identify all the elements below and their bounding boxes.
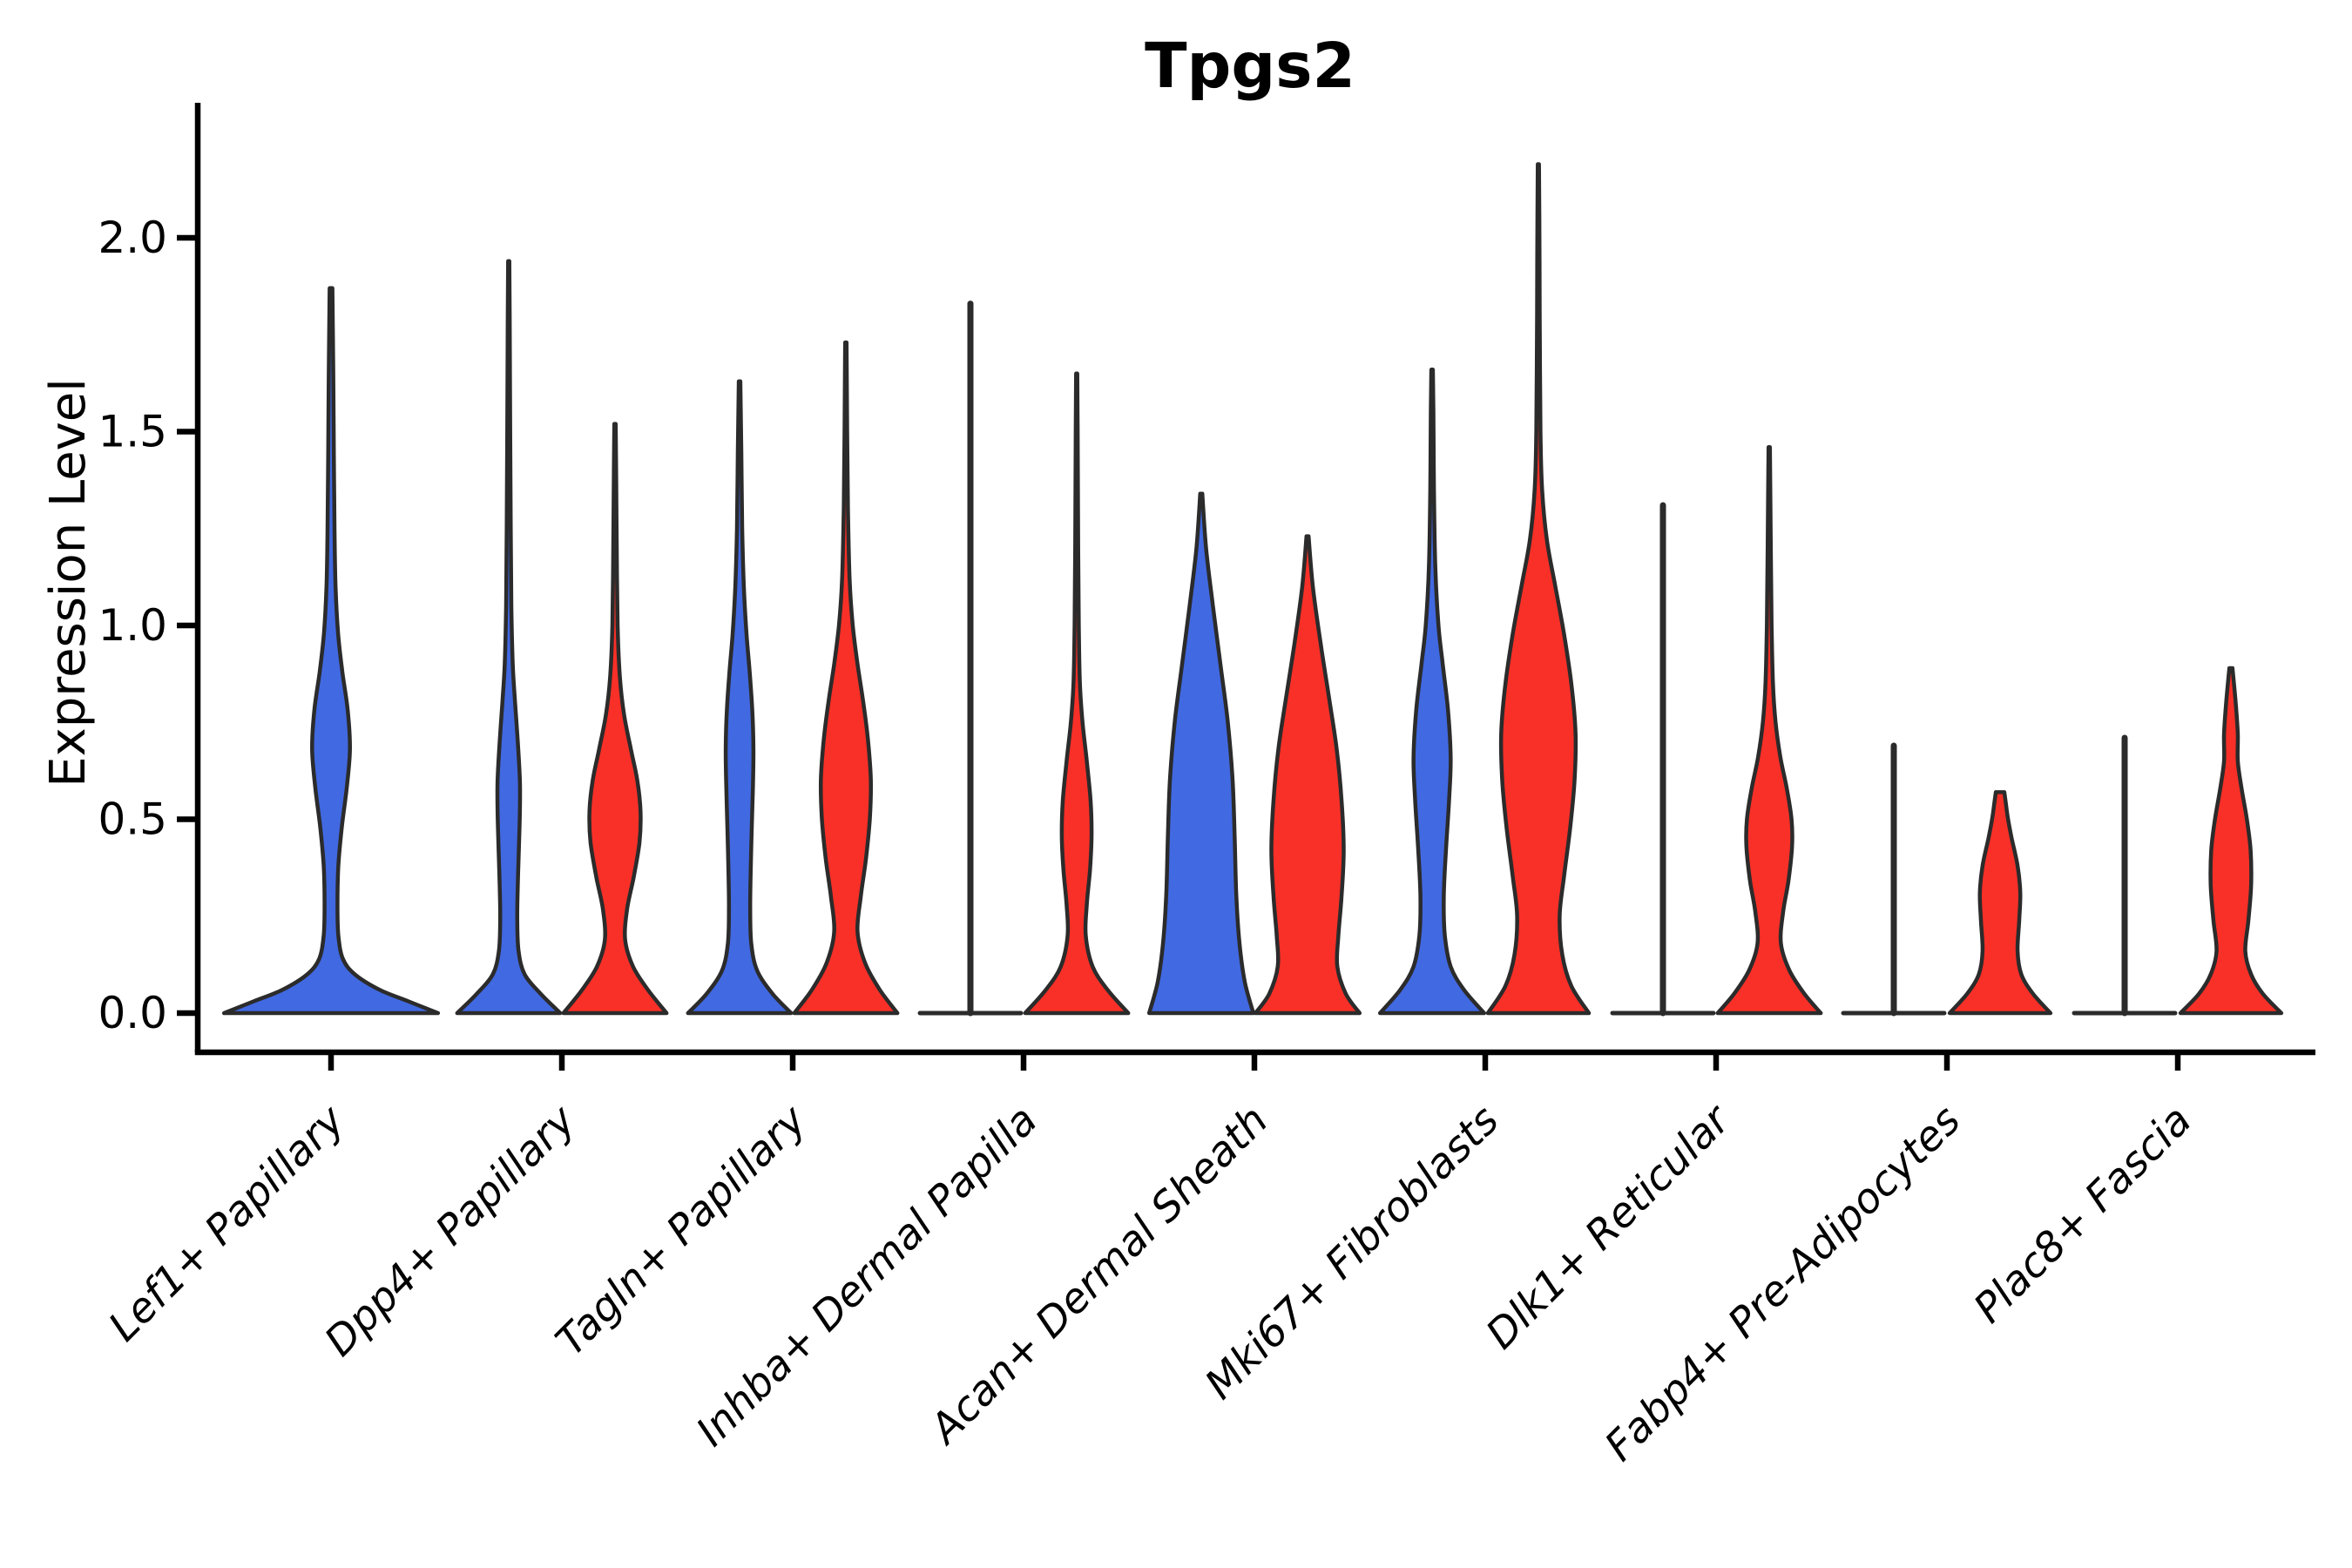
y-tick-label: 0.0 [98, 988, 167, 1038]
violin-red-5 [1485, 162, 1592, 1016]
x-tick-label: Plac8+ Fascia [1964, 1097, 2200, 1333]
y-tick-label: 1.5 [98, 407, 167, 457]
violin-red-1 [561, 422, 669, 1016]
x-tick-label: Tagln+ Papillary [547, 1096, 817, 1366]
y-tick-label: 0.5 [98, 794, 167, 845]
y-tick-label: 2.0 [98, 213, 167, 263]
violin-blue-4 [1146, 491, 1256, 1016]
violin-blue-2 [686, 379, 794, 1016]
x-tick-label: Dpp4+ Papillary [315, 1096, 585, 1366]
violin-red-4 [1253, 534, 1362, 1016]
violin-blue-5 [1377, 368, 1487, 1016]
chart-title: Tpgs2 [1145, 30, 1355, 102]
violin-red-7 [1947, 790, 2053, 1016]
violin-red-2 [792, 340, 900, 1016]
violin-blue-0 [221, 286, 441, 1016]
x-tick-label: Lef1+ Papillary [99, 1096, 355, 1351]
axes-layer [177, 103, 2315, 1071]
violin-layer [221, 162, 2284, 1017]
violin-blue-1 [455, 259, 563, 1016]
y-axis-label: Expression Level [40, 378, 97, 787]
violin-red-3 [1023, 371, 1131, 1016]
y-tick-label: 1.0 [98, 600, 167, 651]
x-tick-label: Dlk1+ Reticular [1477, 1095, 1741, 1359]
violin-red-8 [2178, 666, 2284, 1016]
violin-red-6 [1715, 445, 1823, 1016]
